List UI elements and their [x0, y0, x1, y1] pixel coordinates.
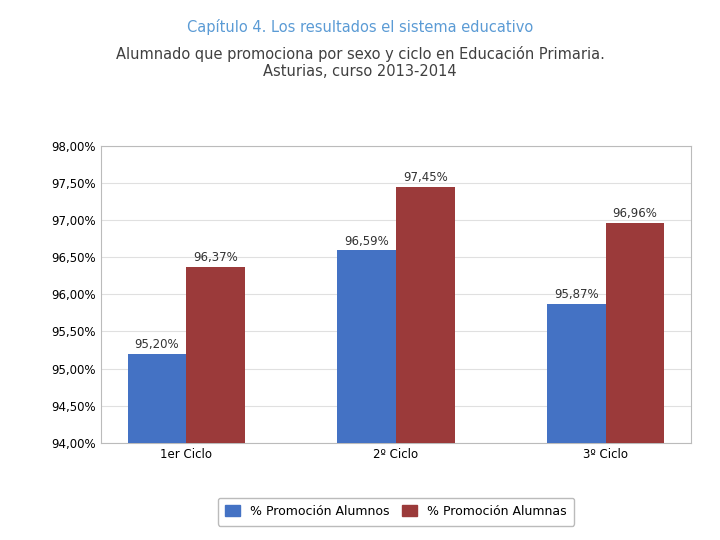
Text: 97,45%: 97,45%	[403, 171, 448, 184]
Text: Alumnado que promociona por sexo y ciclo en Educación Primaria.
Asturias, curso : Alumnado que promociona por sexo y ciclo…	[116, 46, 604, 79]
Legend: % Promoción Alumnos, % Promoción Alumnas: % Promoción Alumnos, % Promoción Alumnas	[217, 498, 575, 525]
Text: 96,37%: 96,37%	[193, 251, 238, 264]
Bar	[337, 251, 396, 540]
Text: Capítulo 4. Los resultados el sistema educativo: Capítulo 4. Los resultados el sistema ed…	[187, 19, 533, 35]
Bar	[127, 354, 186, 540]
Bar	[547, 304, 606, 540]
Text: 95,87%: 95,87%	[554, 288, 598, 301]
Bar	[396, 187, 455, 540]
Text: 96,59%: 96,59%	[344, 234, 389, 247]
Bar	[606, 223, 665, 540]
Text: 95,20%: 95,20%	[135, 338, 179, 350]
Bar	[186, 267, 245, 540]
Text: 96,96%: 96,96%	[613, 207, 657, 220]
